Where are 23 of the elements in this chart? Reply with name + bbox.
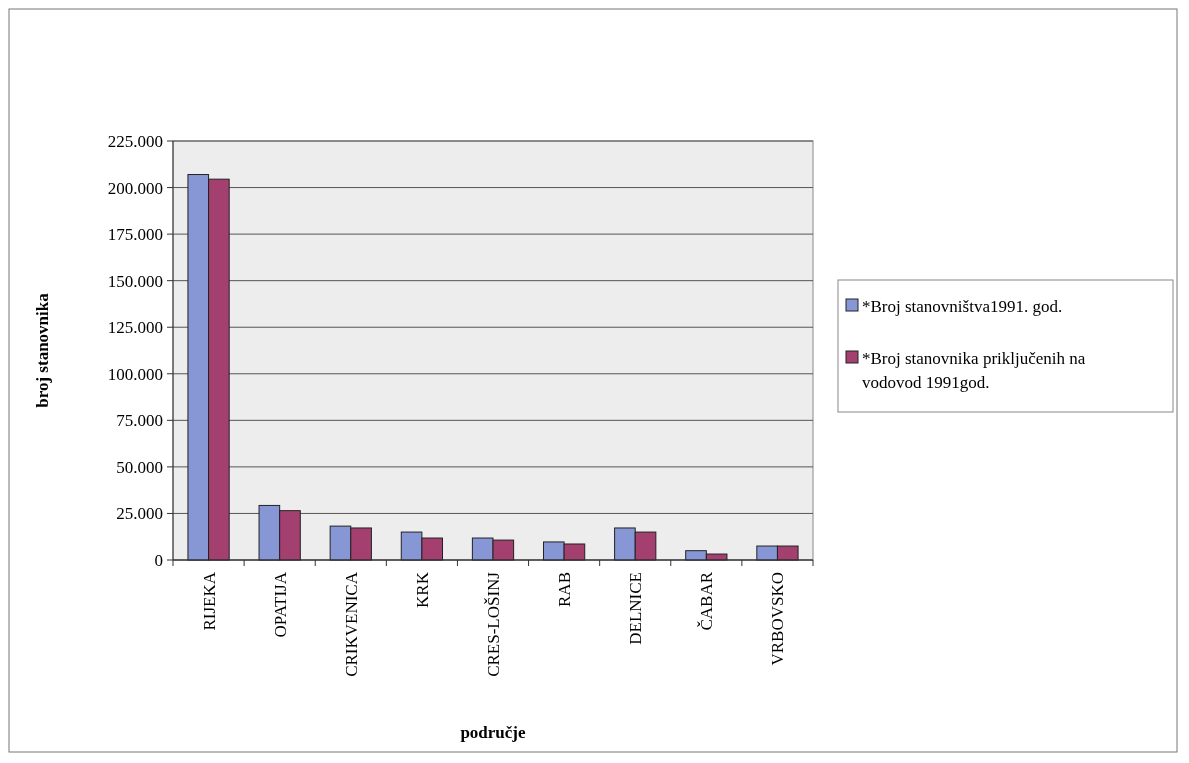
x-tick-label: CRES-LOŠINJ [483,571,503,677]
x-tick-label: CRIKVENICA [341,571,361,677]
x-tick-label: OPATIJA [270,571,290,638]
x-tick-label: KRK [412,571,432,608]
x-axis-title: područje [460,723,527,742]
y-tick-label: 150.000 [107,271,163,291]
y-tick-label: 50.000 [116,457,163,477]
y-tick-label: 175.000 [107,225,163,245]
legend-label: *Broj stanovnika priključenih na vodovod 1991god. [862,348,1086,392]
y-tick-label: 225.000 [107,131,163,151]
x-tick-label: DELNICE [626,572,646,645]
x-tick-label: ČABAR [697,571,717,631]
y-axis-title: broj stanovnika [33,292,52,408]
y-tick-label: 0 [154,550,163,570]
legend-label: *Broj stanovništva1991. god. [862,296,1063,316]
x-tick-label: VRBOVSKO [768,572,788,666]
y-tick-label: 200.000 [107,178,163,198]
x-tick-label: RIJEKA [199,571,219,631]
y-tick-label: 100.000 [107,364,163,384]
x-tick-label: RAB [555,572,575,607]
y-tick-label: 75.000 [116,411,163,431]
y-tick-label: 25.000 [116,504,163,524]
y-tick-label: 125.000 [107,318,163,338]
